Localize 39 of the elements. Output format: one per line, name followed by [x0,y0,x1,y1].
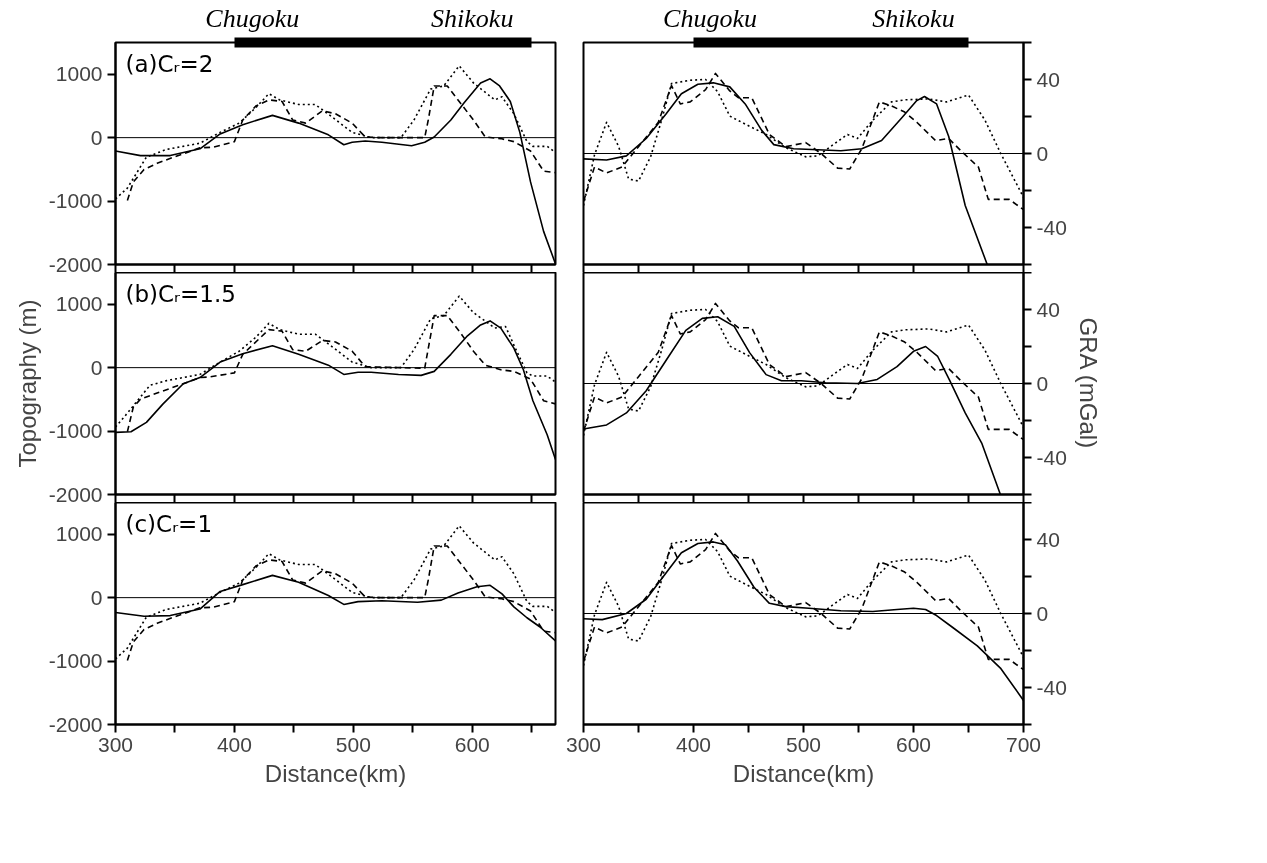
y-tick-label: -1000 [48,189,103,213]
text: Shikoku [431,3,514,33]
x-tick-label: 600 [895,732,932,756]
x-tick-label: 400 [216,732,252,756]
y-tick-label: -2000 [48,252,103,276]
x-tick-label: 600 [454,732,490,756]
y-tick-label: -2000 [48,482,103,506]
chart-title: (b)Cᵣ=1.5 [125,280,236,307]
chart-title: (c)Cᵣ=1 [125,510,213,537]
y2-tick-label: 0 [1036,141,1049,165]
y-tick-label: -1000 [48,649,103,673]
y2-tick-label: -40 [1036,675,1067,699]
y-tick-label: 1000 [55,62,103,86]
y-tick-label: -1000 [48,419,103,443]
y2-tick-label: -40 [1036,445,1067,469]
x-axis-title: Distance(km) [264,759,407,787]
y-tick-label: 0 [90,355,103,379]
x-tick-label: 700 [1005,732,1042,756]
x-axis-title: Distance(km) [732,759,875,787]
y-tick-label: 0 [90,125,103,149]
y-tick-label: 0 [90,585,103,609]
x-tick-label: 300 [565,732,602,756]
y2-tick-label: -40 [1036,215,1067,239]
x-tick-label: 500 [335,732,371,756]
y-tick-label: 1000 [55,292,103,316]
y2-tick-label: 40 [1036,67,1060,91]
y2-tick-label: 0 [1036,601,1049,625]
y-axis-title: Topography (m) [13,299,41,468]
y2-tick-label: 40 [1036,527,1060,551]
x-tick-label: 500 [785,732,822,756]
y2-axis-title: GRA (mGal) [1074,317,1102,449]
text: Shikoku [872,3,955,33]
y-tick-label: 1000 [55,522,103,546]
text: Chugoku [663,3,757,33]
x-tick-label: 400 [675,732,712,756]
y2-tick-label: 40 [1036,297,1060,321]
chart-title: (a)Cᵣ=2 [125,50,214,77]
text: Chugoku [205,3,300,33]
y2-tick-label: 0 [1036,371,1049,395]
